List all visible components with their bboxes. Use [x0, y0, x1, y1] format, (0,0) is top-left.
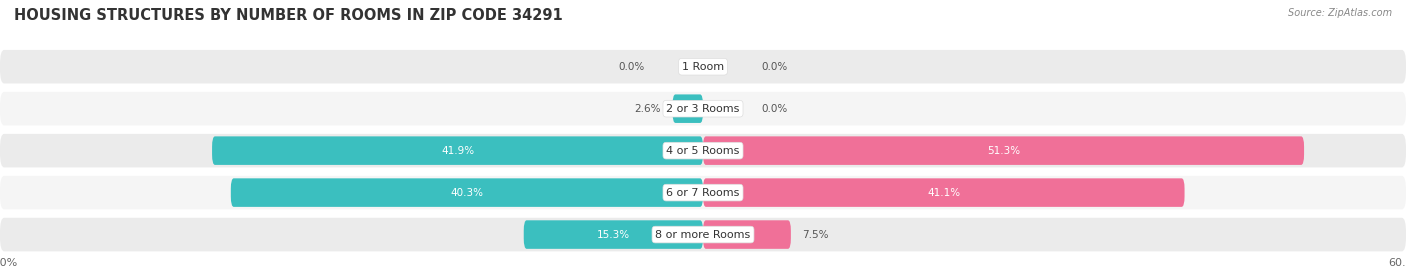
Text: 2 or 3 Rooms: 2 or 3 Rooms	[666, 104, 740, 114]
Text: 1 Room: 1 Room	[682, 62, 724, 72]
Text: 8 or more Rooms: 8 or more Rooms	[655, 229, 751, 240]
FancyBboxPatch shape	[0, 92, 1406, 125]
Text: 40.3%: 40.3%	[450, 187, 484, 198]
FancyBboxPatch shape	[231, 178, 703, 207]
FancyBboxPatch shape	[703, 136, 1305, 165]
Text: 0.0%: 0.0%	[762, 62, 787, 72]
FancyBboxPatch shape	[0, 50, 1406, 83]
Text: 0.0%: 0.0%	[619, 62, 644, 72]
Text: 4 or 5 Rooms: 4 or 5 Rooms	[666, 146, 740, 156]
Text: 15.3%: 15.3%	[596, 229, 630, 240]
Text: 51.3%: 51.3%	[987, 146, 1021, 156]
Text: Source: ZipAtlas.com: Source: ZipAtlas.com	[1288, 8, 1392, 18]
FancyBboxPatch shape	[703, 178, 1185, 207]
FancyBboxPatch shape	[703, 220, 790, 249]
Text: 41.9%: 41.9%	[441, 146, 474, 156]
FancyBboxPatch shape	[672, 94, 703, 123]
FancyBboxPatch shape	[0, 134, 1406, 167]
FancyBboxPatch shape	[524, 220, 703, 249]
Text: 7.5%: 7.5%	[803, 229, 830, 240]
FancyBboxPatch shape	[212, 136, 703, 165]
Text: 2.6%: 2.6%	[634, 104, 661, 114]
Text: 6 or 7 Rooms: 6 or 7 Rooms	[666, 187, 740, 198]
FancyBboxPatch shape	[0, 176, 1406, 209]
Text: 0.0%: 0.0%	[762, 104, 787, 114]
FancyBboxPatch shape	[0, 218, 1406, 251]
Text: 41.1%: 41.1%	[927, 187, 960, 198]
Text: HOUSING STRUCTURES BY NUMBER OF ROOMS IN ZIP CODE 34291: HOUSING STRUCTURES BY NUMBER OF ROOMS IN…	[14, 8, 562, 23]
